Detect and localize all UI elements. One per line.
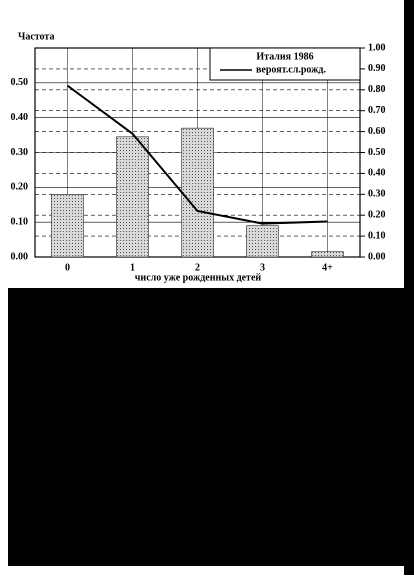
legend-title: Италия 1986 — [256, 51, 313, 62]
legend-label: вероят.сл.рожд. — [256, 64, 326, 75]
y2-tick-label: 1.00 — [368, 42, 386, 53]
bar — [311, 251, 344, 258]
x-tick-label: 3 — [260, 262, 265, 273]
line — [66, 84, 328, 225]
x-tick-label: 2 — [195, 262, 200, 273]
black-area — [8, 288, 408, 566]
y2-tick-label: 0.60 — [368, 126, 386, 137]
y2-tick-label: 0.10 — [368, 230, 386, 241]
bar — [116, 136, 149, 258]
y2-tick-label: 0.90 — [368, 63, 386, 74]
y-tick-label: 0.20 — [11, 182, 29, 193]
bar — [246, 225, 279, 258]
y-tick-label: 0.50 — [11, 77, 29, 88]
x-tick-label: 4+ — [322, 262, 333, 273]
y2-tick-label: 0.20 — [368, 209, 386, 220]
bar — [51, 194, 84, 258]
y2-tick-label: 0.70 — [368, 105, 386, 116]
y2-tick-label: 0.00 — [368, 251, 386, 262]
y2-tick-label: 0.50 — [368, 147, 386, 158]
y-tick-label: 0.40 — [11, 112, 29, 123]
y2-tick-label: 0.40 — [368, 168, 386, 179]
x-tick-label: 0 — [65, 262, 70, 273]
y-tick-label: 0.30 — [11, 147, 29, 158]
x-tick-label: 1 — [130, 262, 135, 273]
y2-tick-label: 0.30 — [368, 189, 386, 200]
y-axis-title: Частота — [18, 31, 54, 42]
bar — [181, 127, 214, 258]
x-axis-title: число уже рожденных детей — [135, 272, 262, 283]
y-tick-label: 0.10 — [11, 216, 29, 227]
legend-box — [209, 47, 361, 81]
y2-tick-label: 0.80 — [368, 84, 386, 95]
scan-border — [404, 0, 414, 575]
y-tick-label: 0.00 — [11, 251, 29, 262]
